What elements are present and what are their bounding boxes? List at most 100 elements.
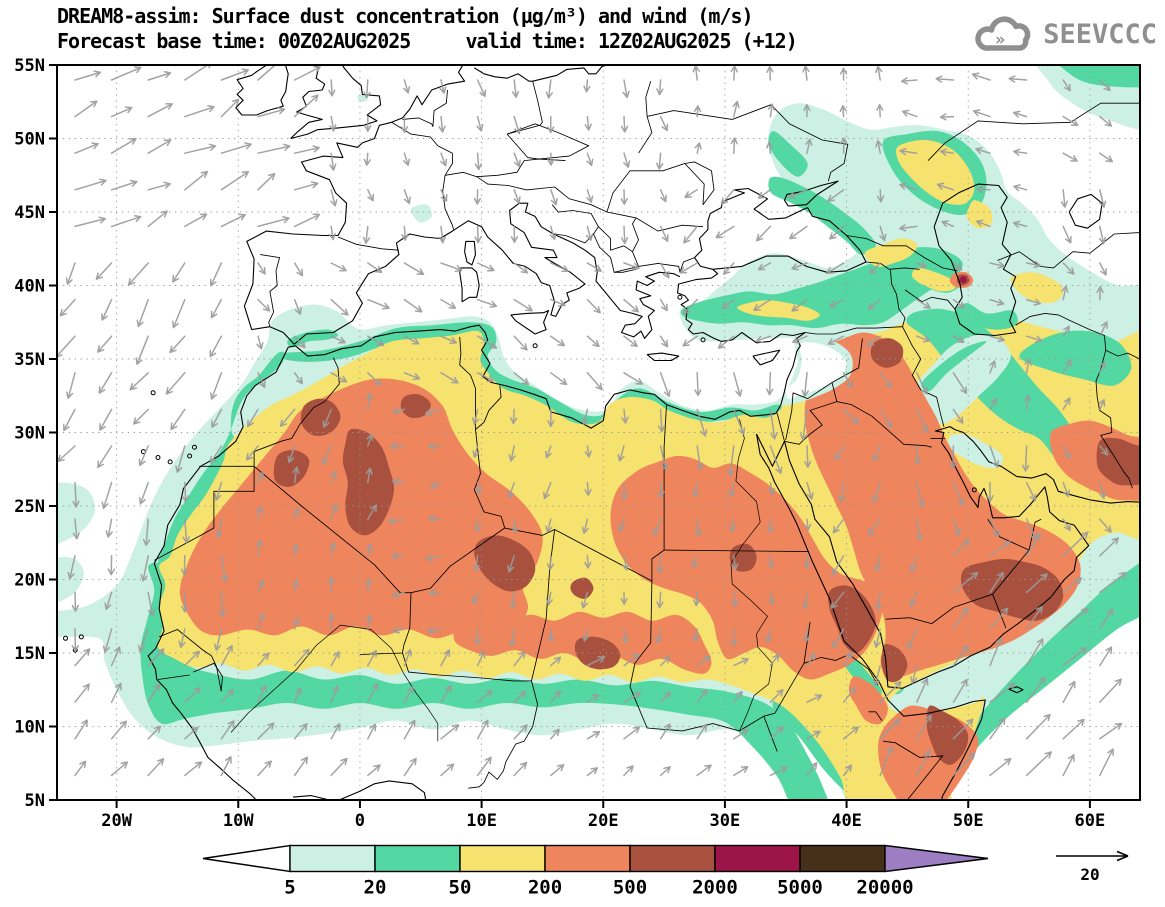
wind-arrow — [1099, 748, 1114, 777]
wind-arrow — [753, 298, 772, 311]
wind-arrow — [691, 555, 699, 569]
seevccc-logo: » SEEVCCC — [973, 12, 1157, 56]
wind-arrow — [731, 591, 739, 608]
wind-arrow — [584, 115, 592, 131]
wind-arrow — [872, 481, 881, 503]
wind-arrow — [292, 617, 300, 630]
wind-arrow — [392, 407, 406, 415]
wind-arrow — [220, 213, 246, 228]
wind-arrow — [829, 225, 845, 240]
wind-arrow — [544, 445, 552, 459]
wind-arrow — [428, 589, 442, 597]
wind-arrow — [766, 65, 774, 81]
lat-tick-label: 10N — [14, 718, 45, 738]
wind-arrow — [909, 591, 918, 608]
colorbar-over-arrow — [884, 844, 989, 873]
island — [167, 459, 173, 465]
wind-arrow — [329, 471, 337, 484]
dust-level-green — [768, 131, 808, 177]
wind-arrow — [257, 216, 290, 228]
wind-arrow — [257, 372, 266, 389]
wind-arrow — [874, 591, 883, 611]
wind-arrow — [510, 225, 519, 244]
wind-arrow — [623, 298, 640, 313]
wind-arrow — [766, 141, 774, 154]
coastline — [1008, 686, 1024, 694]
wind-arrow — [110, 761, 129, 777]
wind-arrow — [915, 518, 924, 542]
coastline — [752, 349, 781, 366]
border — [803, 654, 879, 686]
wind-arrow — [220, 98, 240, 118]
wind-arrow — [220, 720, 235, 740]
wind-arrow — [802, 65, 810, 81]
wind-arrow — [1099, 115, 1113, 127]
coastline — [474, 65, 610, 82]
colorbar-tick-label: 2000 — [692, 877, 738, 899]
wind-arrow — [257, 612, 266, 630]
border — [432, 89, 448, 127]
lon-tick-label: 0 — [355, 811, 365, 831]
wind-arrow — [805, 138, 813, 154]
wind-arrow — [831, 555, 845, 576]
lon-tick-label: 30E — [710, 811, 741, 831]
border — [506, 81, 543, 135]
wind-arrow — [1062, 531, 1089, 557]
wind-arrow — [550, 189, 558, 206]
wind-arrow — [211, 408, 223, 428]
wind-arrow — [989, 445, 1000, 468]
border — [997, 232, 1140, 269]
wind-arrow — [916, 481, 925, 508]
wind-arrow — [209, 335, 223, 358]
wind-arrow — [939, 148, 955, 156]
wind-arrow — [327, 576, 335, 594]
wind-arrow — [476, 335, 498, 349]
wind-arrow — [403, 79, 411, 94]
wind-arrow — [171, 298, 186, 329]
wind-arrow — [952, 645, 969, 667]
wind-arrow — [726, 445, 735, 477]
wind-arrow — [101, 298, 113, 321]
wind-arrow — [1025, 533, 1041, 557]
wind-arrow — [842, 686, 856, 703]
wind-arrow — [388, 517, 406, 525]
river — [730, 419, 773, 732]
wind-arrow — [694, 372, 702, 397]
coastline — [755, 433, 986, 800]
wind-arrow — [659, 298, 668, 312]
wind-arrow — [585, 225, 594, 241]
border — [763, 663, 805, 752]
wind-arrow — [659, 372, 671, 398]
wind-arrow — [427, 442, 442, 450]
wind-arrow — [184, 213, 208, 228]
dust-level-green — [140, 562, 828, 800]
wind-arrow — [427, 626, 442, 635]
wind-arrow — [257, 262, 266, 275]
wind-arrow — [1062, 518, 1071, 532]
wind-arrow — [989, 261, 1006, 269]
wind-arrow — [257, 172, 276, 191]
wind-arrow — [659, 115, 669, 132]
coastline — [235, 65, 289, 116]
wind-arrow — [1099, 518, 1112, 533]
dust-level-pale — [1035, 65, 1140, 130]
border — [663, 404, 667, 551]
wind-arrow — [952, 408, 964, 424]
border — [664, 549, 809, 553]
wind-arrow — [291, 543, 300, 557]
wind-arrow — [952, 518, 961, 536]
lon-tick-label: 10E — [466, 811, 497, 831]
border — [359, 592, 412, 655]
border — [885, 593, 1007, 629]
wind-arrow — [74, 719, 88, 740]
lat-tick-label: 20N — [14, 571, 45, 591]
border — [468, 680, 539, 789]
wind-arrow — [1013, 184, 1028, 192]
wind-arrow — [547, 628, 555, 642]
wind-arrow — [755, 335, 772, 343]
wind-arrow — [916, 298, 931, 309]
wind-arrow — [364, 115, 372, 132]
wind-arrow — [583, 79, 591, 93]
wind-arrow — [74, 648, 91, 667]
